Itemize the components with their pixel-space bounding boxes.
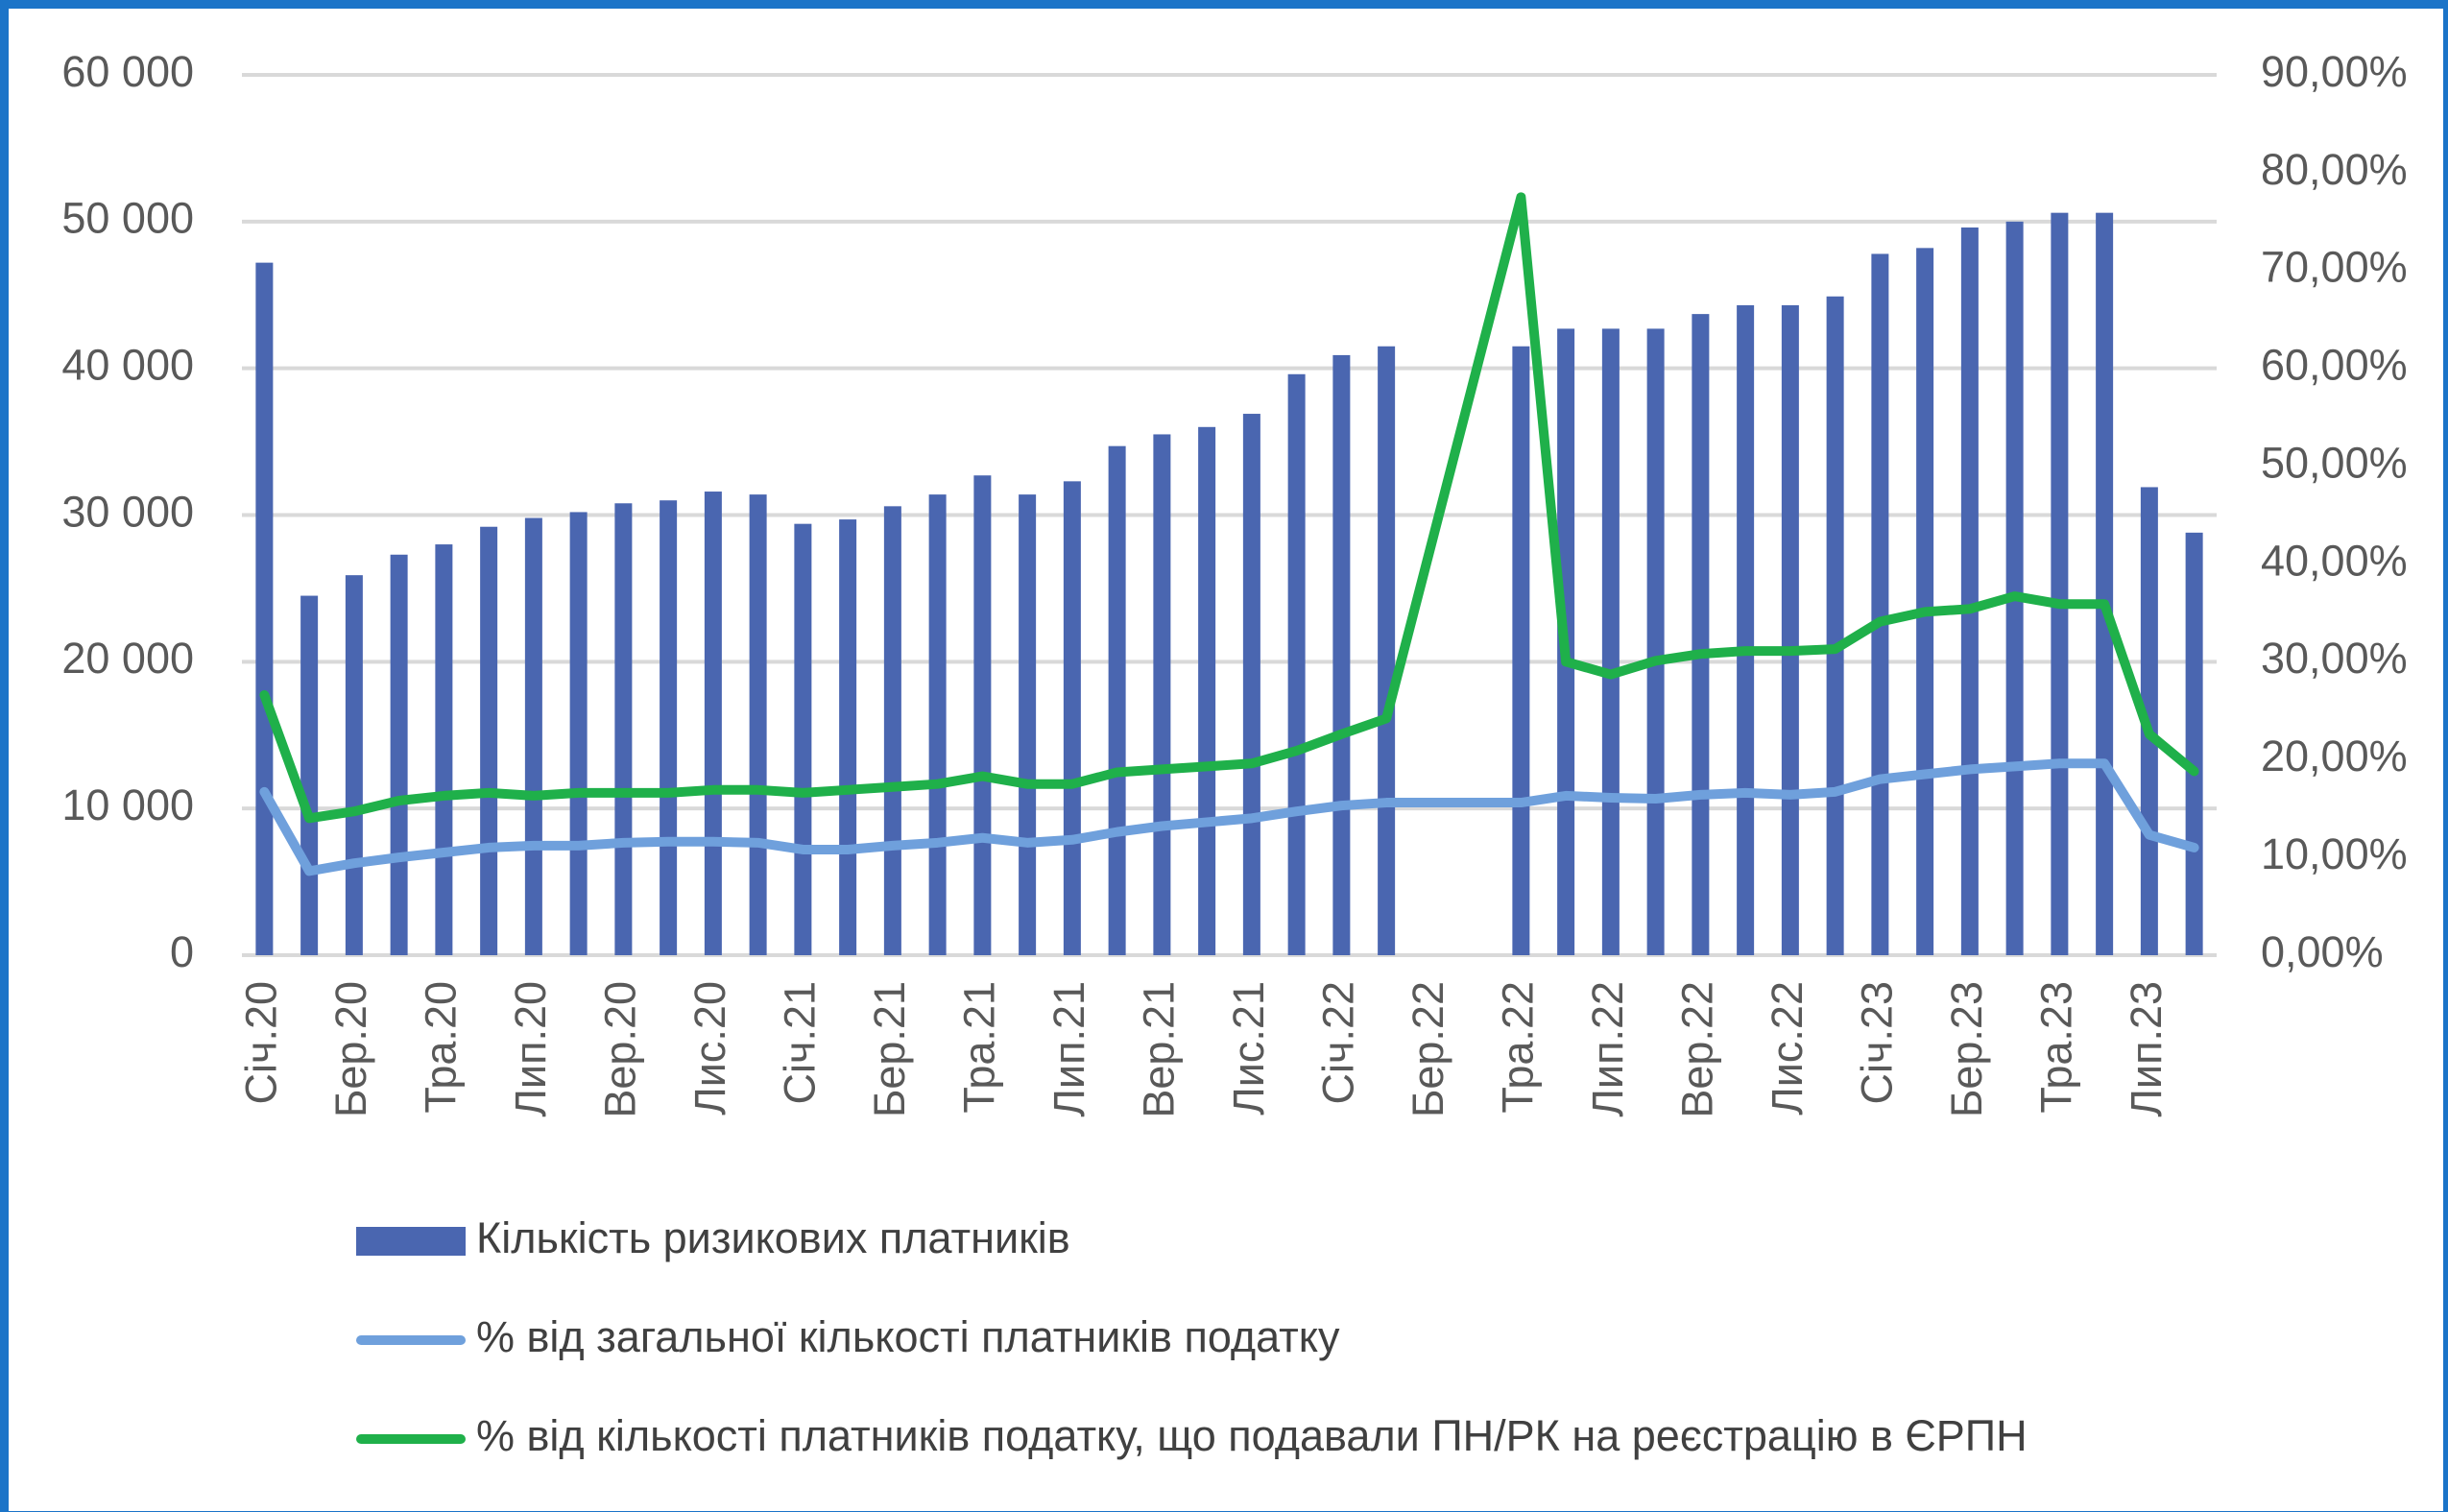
x-tick-label: Січ.22 [1313, 981, 1362, 1105]
x-tick-label: Бер.22 [1404, 981, 1452, 1117]
x-tick-label: Вер.21 [1134, 981, 1183, 1118]
x-tick-label: Тра.23 [2031, 981, 2080, 1114]
bar [1108, 445, 1126, 955]
bar [1781, 304, 1799, 955]
x-tick-label: Вер.22 [1672, 981, 1721, 1118]
y2-tick-label: 20,00% [2261, 732, 2408, 780]
bar [1019, 494, 1037, 955]
y-tick-label: 20 000 [61, 634, 194, 683]
bar [749, 494, 767, 955]
legend-swatch [356, 1227, 466, 1256]
bar [1287, 373, 1306, 955]
y-tick-label: 30 000 [61, 487, 194, 536]
x-tick-label: Тра.20 [416, 981, 465, 1114]
bar [569, 512, 588, 955]
bar [2005, 221, 2024, 956]
bar [883, 506, 901, 955]
y2-tick-label: 40,00% [2261, 536, 2408, 585]
bar [524, 517, 542, 955]
x-tick-label: Лип.23 [2122, 981, 2171, 1117]
bar [704, 492, 722, 955]
bar [1378, 346, 1396, 955]
line [259, 192, 2199, 824]
bar [2185, 532, 2203, 955]
bar [390, 554, 408, 955]
bar [614, 503, 633, 955]
y2-tick-label: 70,00% [2261, 243, 2408, 292]
bar [1153, 434, 1171, 956]
y2-tick-label: 60,00% [2261, 341, 2408, 390]
x-tick-label: Лис.22 [1763, 981, 1812, 1116]
y-tick-label: 40 000 [61, 341, 194, 390]
y-tick-label: 0 [170, 927, 194, 976]
x-tick-label: Січ.23 [1852, 981, 1901, 1105]
bar [1601, 328, 1620, 955]
bar [2051, 212, 2069, 955]
bar [480, 526, 498, 955]
x-tick-label: Січ.20 [236, 981, 285, 1105]
x-tick-label: Вер.20 [595, 981, 644, 1118]
line [259, 758, 2199, 876]
y2-tick-label: 10,00% [2261, 829, 2408, 878]
bar [794, 523, 812, 955]
y-tick-label: 60 000 [61, 47, 194, 96]
bar [928, 494, 947, 955]
bar [1242, 414, 1260, 955]
bar [1960, 227, 1979, 956]
bar [435, 544, 453, 955]
x-tick-label: Тра.21 [954, 981, 1003, 1114]
y-tick-label: 10 000 [61, 780, 194, 829]
x-tick-label: Бер.23 [1942, 981, 1991, 1117]
y2-tick-label: 90,00% [2261, 47, 2408, 96]
bar [1737, 304, 1755, 955]
x-tick-label: Лип.21 [1044, 981, 1093, 1117]
y-tick-label: 50 000 [61, 194, 194, 243]
x-tick-label: Січ.21 [775, 981, 824, 1105]
legend-label: % від кількості платників податку, що по… [476, 1411, 2028, 1460]
bar [255, 262, 274, 955]
bar [1871, 253, 1889, 955]
bar [1063, 481, 1081, 955]
x-tick-label: Тра.22 [1493, 981, 1542, 1114]
bar [973, 475, 992, 955]
bar [345, 575, 363, 955]
y2-tick-label: 0,00% [2261, 927, 2384, 976]
x-tick-label: Бер.20 [326, 981, 375, 1117]
bar [839, 519, 857, 955]
legend-label: Кількість ризикових платників [476, 1213, 1070, 1262]
x-tick-label: Лис.21 [1224, 981, 1273, 1116]
bar [1646, 328, 1665, 955]
x-tick-label: Лип.20 [506, 981, 555, 1117]
bar [1692, 314, 1710, 955]
legend-label: % від загальної кількості платників пода… [476, 1312, 1340, 1361]
bar [660, 500, 678, 955]
bar [300, 595, 319, 955]
y2-tick-label: 80,00% [2261, 145, 2408, 194]
y2-tick-label: 50,00% [2261, 438, 2408, 487]
bar [1826, 296, 1844, 955]
bar [2096, 212, 2114, 955]
y2-tick-label: 30,00% [2261, 634, 2408, 683]
x-tick-label: Лис.20 [685, 981, 734, 1116]
bar [1198, 426, 1216, 955]
bar [1916, 248, 1934, 955]
bar [1332, 354, 1351, 956]
legend: Кількість ризикових платників % від загал… [356, 1213, 2028, 1460]
x-tick-label: Лип.22 [1583, 981, 1632, 1117]
bar [1512, 346, 1530, 955]
x-tick-label: Бер.21 [865, 981, 914, 1117]
